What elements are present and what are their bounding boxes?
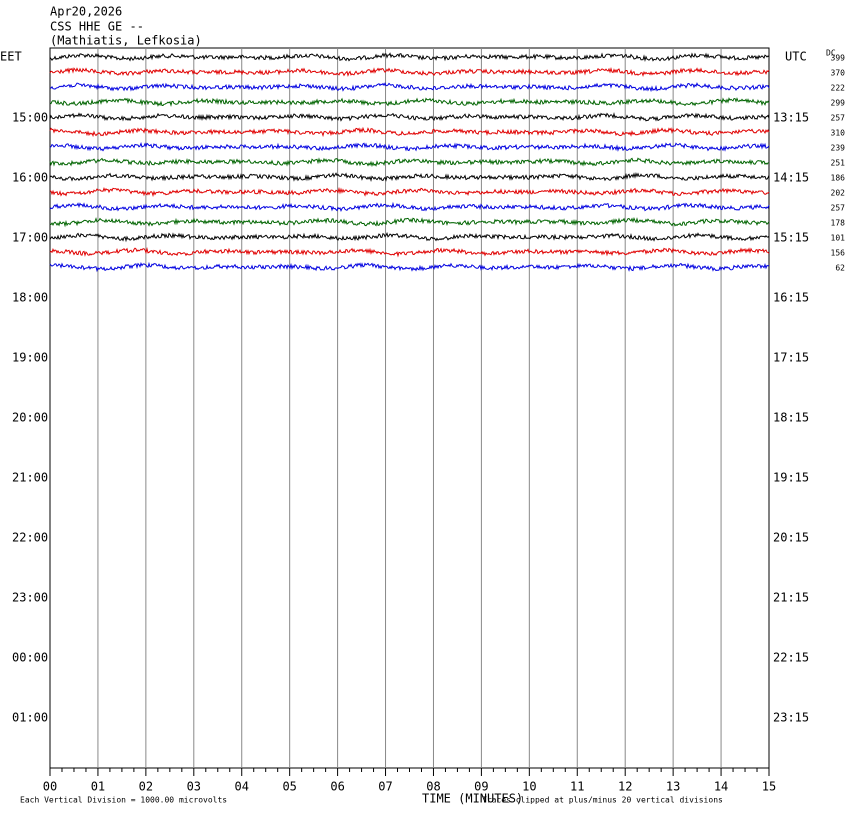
- right-hour-label: 18:15: [773, 411, 809, 425]
- dc-value: 62: [835, 264, 845, 273]
- x-tick-label: 01: [91, 780, 105, 794]
- x-tick-label: 07: [378, 780, 392, 794]
- right-hour-label: 14:15: [773, 171, 809, 185]
- dc-value: 101: [831, 234, 846, 243]
- dc-value: 178: [831, 219, 846, 228]
- left-hour-label: 20:00: [12, 411, 48, 425]
- dc-value: 399: [831, 54, 846, 63]
- left-hour-label: 01:00: [12, 711, 48, 725]
- header-date: Apr20,2026: [50, 5, 122, 19]
- right-axis-title: UTC: [785, 50, 807, 64]
- dc-value: 202: [831, 189, 846, 198]
- dc-value: 156: [831, 249, 846, 258]
- dc-title: DC: [826, 49, 836, 58]
- scale-note: Each Vertical Division = 1000.00 microvo…: [20, 796, 227, 805]
- trace: [49, 111, 770, 122]
- dc-value: 299: [831, 99, 846, 108]
- dc-value: 257: [831, 114, 846, 123]
- dc-value: 257: [831, 204, 846, 213]
- left-hour-label: 18:00: [12, 291, 48, 305]
- left-hour-label: 16:00: [12, 171, 48, 185]
- trace: [49, 261, 770, 273]
- left-hour-label: 19:00: [12, 351, 48, 365]
- dc-value: 251: [831, 159, 846, 168]
- dc-value: 239: [831, 144, 846, 153]
- dc-value: 310: [831, 129, 846, 138]
- dc-value: 370: [831, 69, 846, 78]
- x-tick-label: 11: [570, 780, 584, 794]
- left-axis-title: EET: [0, 50, 22, 64]
- trace: [49, 201, 770, 213]
- x-tick-label: 05: [282, 780, 296, 794]
- x-tick-label: 10: [522, 780, 536, 794]
- plot-frame: [49, 47, 770, 769]
- left-hour-label: 21:00: [12, 471, 48, 485]
- trace: [49, 232, 770, 243]
- x-tick-label: 03: [187, 780, 201, 794]
- left-hour-label: 17:00: [12, 231, 48, 245]
- trace: [49, 126, 770, 138]
- dc-value: 222: [831, 84, 846, 93]
- header-location: (Mathiatis, Lefkosia): [50, 34, 202, 48]
- trace: [49, 186, 770, 198]
- x-tick-label: 00: [43, 780, 57, 794]
- right-hour-label: 15:15: [773, 231, 809, 245]
- x-tick-label: 13: [666, 780, 680, 794]
- clip-note: Traces clipped at plus/minus 20 vertical…: [482, 796, 723, 805]
- trace: [49, 97, 770, 108]
- trace: [49, 246, 770, 258]
- trace: [49, 157, 770, 168]
- right-hour-label: 21:15: [773, 591, 809, 605]
- x-tick-label: 04: [235, 780, 249, 794]
- right-hour-label: 19:15: [773, 471, 809, 485]
- trace: [49, 82, 770, 93]
- x-tick-label: 02: [139, 780, 153, 794]
- trace: [49, 52, 770, 62]
- right-hour-label: 20:15: [773, 531, 809, 545]
- x-tick-label: 12: [618, 780, 632, 794]
- right-hour-label: 16:15: [773, 291, 809, 305]
- x-tick-label: 09: [474, 780, 488, 794]
- trace: [49, 172, 770, 182]
- left-hour-label: 22:00: [12, 531, 48, 545]
- left-hour-label: 15:00: [12, 111, 48, 125]
- trace: [49, 67, 770, 77]
- left-hour-label: 00:00: [12, 651, 48, 665]
- x-tick-label: 15: [762, 780, 776, 794]
- left-hour-label: 23:00: [12, 591, 48, 605]
- x-tick-label: 06: [330, 780, 344, 794]
- right-hour-label: 17:15: [773, 351, 809, 365]
- trace: [49, 141, 770, 152]
- dc-value: 186: [831, 174, 846, 183]
- right-hour-label: 22:15: [773, 651, 809, 665]
- trace: [49, 216, 770, 228]
- x-tick-label: 08: [426, 780, 440, 794]
- x-axis-title: TIME (MINUTES): [422, 792, 523, 806]
- right-hour-label: 23:15: [773, 711, 809, 725]
- header-station: CSS HHE GE --: [50, 20, 144, 34]
- x-tick-label: 14: [714, 780, 728, 794]
- right-hour-label: 13:15: [773, 111, 809, 125]
